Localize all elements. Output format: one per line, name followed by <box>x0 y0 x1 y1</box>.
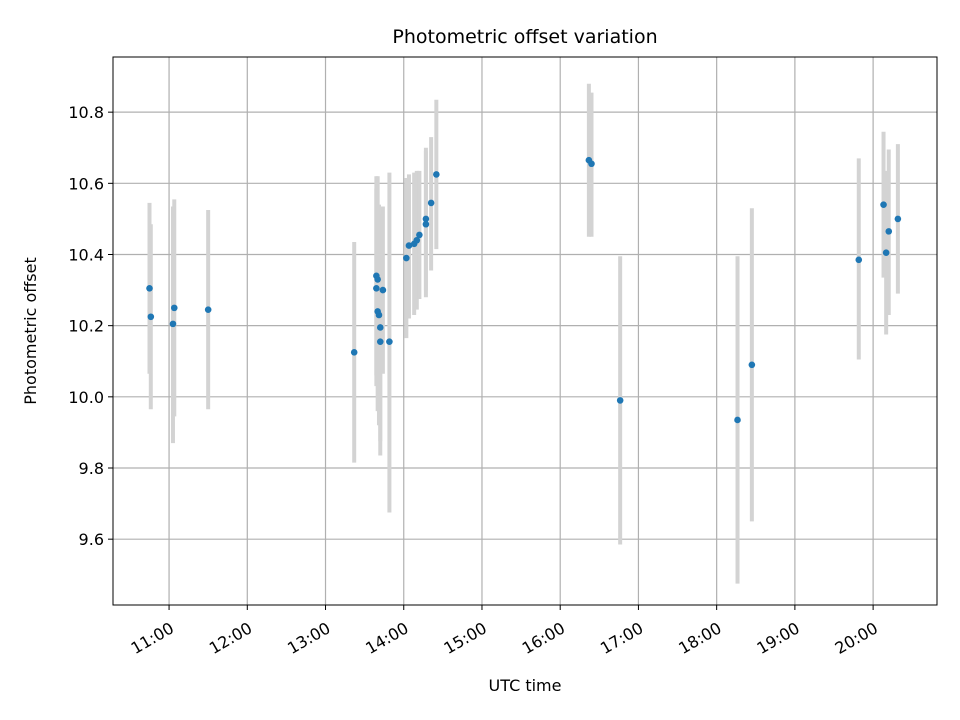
data-point <box>373 284 380 292</box>
data-point <box>422 220 430 228</box>
data-point <box>734 416 741 424</box>
data-point <box>427 199 435 207</box>
data-point <box>386 338 393 345</box>
data-point <box>376 338 384 345</box>
data-point <box>880 201 887 208</box>
data-point <box>147 313 155 321</box>
data-point <box>748 361 756 369</box>
data-point <box>413 236 421 244</box>
data-point <box>169 320 177 328</box>
y-axis-ticks: 9.6 9.8 10.0 10.2 10.4 10.6 10.8 <box>68 103 113 549</box>
data-point <box>422 215 430 223</box>
data-point <box>885 228 893 235</box>
chart-title: Photometric offset variation <box>392 26 657 48</box>
x-axis-title: UTC time <box>489 676 562 695</box>
y-tick-label: 10.4 <box>68 245 104 264</box>
y-axis-title: Photometric offset <box>21 257 40 405</box>
y-tick-label: 9.6 <box>79 530 104 549</box>
plot-frame <box>112 56 938 606</box>
data-point <box>433 171 440 178</box>
y-tick-label: 9.8 <box>79 459 104 478</box>
data-point <box>882 249 890 257</box>
data-point <box>350 349 358 356</box>
data-point <box>403 254 410 262</box>
data-point <box>379 286 387 294</box>
data-point <box>376 324 384 331</box>
data-point <box>894 215 902 223</box>
data-point <box>416 231 423 239</box>
y-tick-label: 10.0 <box>68 388 104 407</box>
data-point <box>204 306 212 313</box>
y-tick-label: 10.6 <box>68 174 104 193</box>
data-point <box>855 256 863 264</box>
data-point <box>146 284 153 292</box>
data-point <box>616 397 624 404</box>
grid <box>113 57 937 605</box>
data-point <box>405 242 413 249</box>
y-tick-label: 10.8 <box>68 103 104 122</box>
y-tick-label: 10.2 <box>68 317 104 336</box>
data-point <box>374 276 381 283</box>
data-point <box>170 304 178 312</box>
data-point <box>375 311 383 319</box>
data-point <box>588 160 595 168</box>
data-points <box>146 156 902 424</box>
